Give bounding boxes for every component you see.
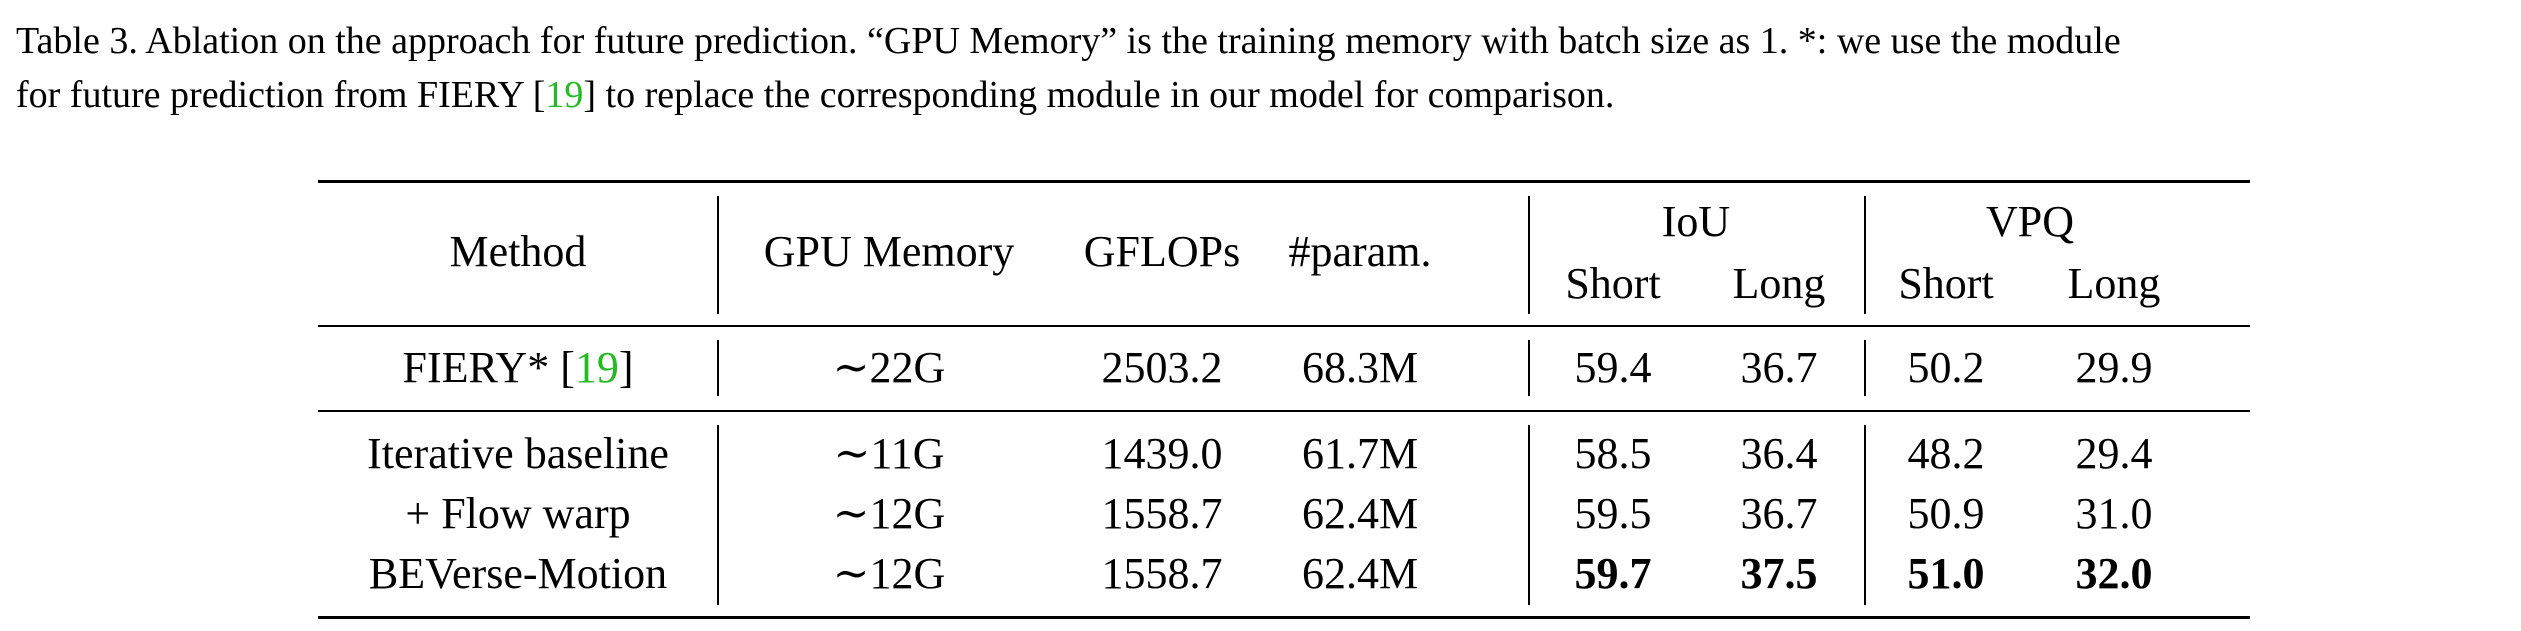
row-iterative-gflops: 1439.0 bbox=[1101, 429, 1223, 478]
row-fiery-citation-link[interactable]: 19 bbox=[574, 343, 619, 392]
row-beverse-iou-long: 37.5 bbox=[1740, 549, 1818, 598]
row-flow-warp-method: + Flow warp bbox=[405, 489, 631, 538]
caption-line-2: for future prediction from FIERY [19] to… bbox=[16, 68, 2511, 122]
row1-separator-vpq bbox=[1864, 340, 1866, 396]
row-fiery-iou-short: 59.4 bbox=[1574, 343, 1652, 392]
header-gpu-memory: GPU Memory bbox=[763, 227, 1015, 276]
row-flow-warp-vpq-short: 50.9 bbox=[1907, 489, 1985, 538]
row-iterative-method: Iterative baseline bbox=[367, 429, 669, 478]
row1-separator-iou bbox=[1528, 340, 1530, 396]
row-iterative-iou-short: 58.5 bbox=[1574, 429, 1652, 478]
row-iterative-gpu-memory: ∼11G bbox=[833, 429, 945, 478]
row-beverse-params: 62.4M bbox=[1301, 549, 1419, 598]
header-params: #param. bbox=[1288, 227, 1432, 276]
row-fiery-iou-long: 36.7 bbox=[1740, 343, 1818, 392]
row-fiery-method-name: FIERY* [ bbox=[402, 343, 575, 392]
group-separator-vpq bbox=[1864, 425, 1866, 605]
header-iou-short: Short bbox=[1565, 259, 1661, 308]
group-rule bbox=[318, 410, 2250, 412]
header-separator-iou bbox=[1528, 196, 1530, 314]
caption-line-2-text-before: for future prediction from FIERY [ bbox=[16, 74, 546, 116]
header-gflops: GFLOPs bbox=[1083, 227, 1241, 276]
table-caption: Table 3. Ablation on the approach for fu… bbox=[16, 14, 2511, 122]
header-iou: IoU bbox=[1661, 197, 1731, 246]
bottom-rule bbox=[318, 616, 2250, 619]
row-iterative-vpq-long: 29.4 bbox=[2075, 429, 2153, 478]
row-beverse-gflops: 1558.7 bbox=[1101, 549, 1223, 598]
row-fiery-vpq-short: 50.2 bbox=[1907, 343, 1985, 392]
row-iterative-iou-long: 36.4 bbox=[1740, 429, 1818, 478]
row-fiery-gpu-memory: ∼22G bbox=[832, 343, 946, 392]
group-separator-method bbox=[717, 425, 719, 605]
header-vpq: VPQ bbox=[1985, 197, 2075, 246]
row-beverse-gpu-memory: ∼12G bbox=[832, 549, 946, 598]
header-vpq-long: Long bbox=[2067, 259, 2161, 308]
group-separator-iou bbox=[1528, 425, 1530, 605]
row-fiery-method: FIERY* [19] bbox=[402, 342, 633, 394]
row-iterative-vpq-short: 48.2 bbox=[1907, 429, 1985, 478]
top-rule bbox=[318, 180, 2250, 183]
row-flow-warp-iou-short: 59.5 bbox=[1574, 489, 1652, 538]
row-flow-warp-iou-long: 36.7 bbox=[1740, 489, 1818, 538]
row-beverse-vpq-short: 51.0 bbox=[1907, 549, 1985, 598]
row-flow-warp-vpq-long: 31.0 bbox=[2075, 489, 2153, 538]
row-fiery-vpq-long: 29.9 bbox=[2075, 343, 2153, 392]
header-rule bbox=[318, 325, 2250, 327]
caption-line-1: Table 3. Ablation on the approach for fu… bbox=[16, 20, 2121, 62]
header-method: Method bbox=[449, 227, 587, 276]
row-beverse-vpq-long: 32.0 bbox=[2075, 549, 2153, 598]
row-flow-warp-gflops: 1558.7 bbox=[1101, 489, 1223, 538]
caption-citation-link[interactable]: 19 bbox=[545, 74, 584, 116]
row1-separator-method bbox=[717, 340, 719, 396]
row-flow-warp-params: 62.4M bbox=[1301, 489, 1419, 538]
caption-line-2-text-after: ] to replace the corresponding module in… bbox=[583, 74, 1615, 116]
header-iou-long: Long bbox=[1732, 259, 1826, 308]
header-vpq-short: Short bbox=[1898, 259, 1994, 308]
row-fiery-method-bracket: ] bbox=[618, 343, 634, 392]
row-beverse-method: BEVerse-Motion bbox=[368, 549, 668, 598]
row-fiery-gflops: 2503.2 bbox=[1101, 343, 1223, 392]
row-flow-warp-gpu-memory: ∼12G bbox=[832, 489, 946, 538]
header-separator-vpq bbox=[1864, 196, 1866, 314]
header-separator-method bbox=[717, 196, 719, 314]
row-beverse-iou-short: 59.7 bbox=[1574, 549, 1652, 598]
row-fiery-params: 68.3M bbox=[1301, 343, 1419, 392]
row-iterative-params: 61.7M bbox=[1301, 429, 1419, 478]
ablation-table: Method GPU Memory GFLOPs #param. IoU VPQ… bbox=[318, 0, 2250, 631]
